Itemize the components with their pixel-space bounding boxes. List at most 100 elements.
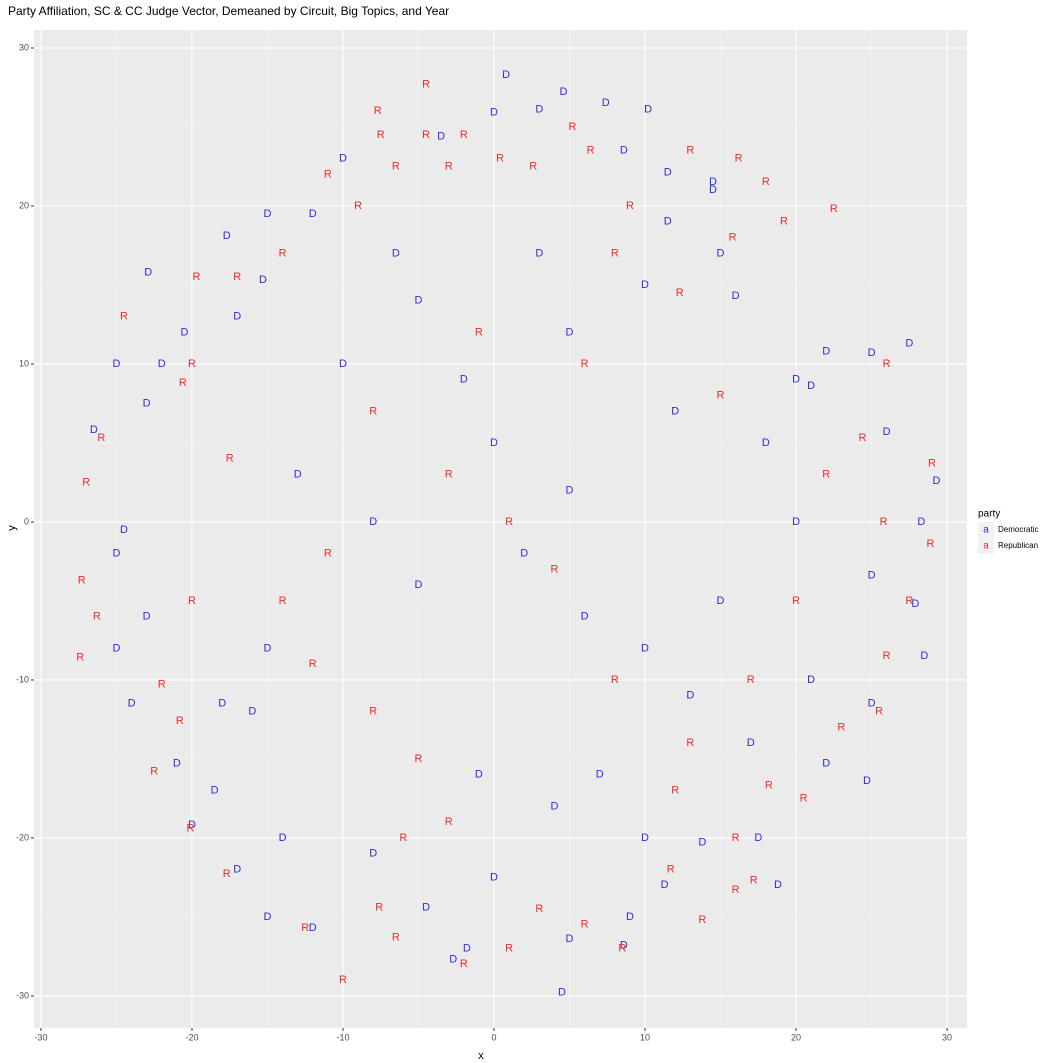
point: D bbox=[112, 642, 120, 654]
point: R bbox=[375, 901, 383, 913]
point: R bbox=[550, 563, 558, 575]
point: R bbox=[837, 721, 845, 733]
y-tick-label: -30 bbox=[16, 990, 29, 1000]
point: R bbox=[392, 931, 400, 943]
point: R bbox=[905, 595, 913, 607]
point: R bbox=[82, 476, 90, 488]
point: R bbox=[301, 922, 309, 934]
legend-key-box bbox=[978, 522, 994, 538]
point: D bbox=[263, 208, 271, 220]
point: D bbox=[120, 524, 128, 536]
point: R bbox=[618, 942, 626, 954]
point: D bbox=[822, 758, 830, 770]
point: D bbox=[415, 579, 423, 591]
point: D bbox=[762, 437, 770, 449]
point: D bbox=[709, 184, 717, 196]
point: R bbox=[475, 326, 483, 338]
point: D bbox=[709, 176, 717, 188]
point: D bbox=[664, 167, 672, 179]
point: D bbox=[369, 516, 377, 528]
point: R bbox=[792, 595, 800, 607]
point: D bbox=[671, 405, 679, 417]
y-axis-label: y bbox=[6, 525, 18, 531]
legend-key: a bbox=[983, 541, 989, 552]
point: D bbox=[248, 705, 256, 717]
point: D bbox=[520, 547, 528, 559]
point: D bbox=[566, 933, 574, 945]
point: D bbox=[686, 690, 694, 702]
point: D bbox=[732, 290, 740, 302]
point: D bbox=[259, 274, 267, 286]
point: R bbox=[460, 129, 468, 141]
point: D bbox=[263, 911, 271, 923]
point: R bbox=[880, 516, 888, 528]
point: D bbox=[626, 911, 634, 923]
point: D bbox=[112, 358, 120, 370]
x-tick-label: 10 bbox=[640, 1032, 650, 1042]
point: R bbox=[392, 160, 400, 172]
point: R bbox=[445, 468, 453, 480]
point: D bbox=[792, 516, 800, 528]
point: D bbox=[490, 871, 498, 883]
point: R bbox=[529, 160, 537, 172]
point: R bbox=[732, 832, 740, 844]
point: D bbox=[917, 516, 925, 528]
point: R bbox=[535, 903, 543, 915]
point: D bbox=[463, 942, 471, 954]
x-tick-label: -10 bbox=[336, 1032, 349, 1042]
point: R bbox=[226, 453, 234, 465]
point: D bbox=[223, 230, 231, 242]
point: D bbox=[263, 642, 271, 654]
point: D bbox=[868, 698, 876, 710]
legend-label: Democratic bbox=[998, 525, 1038, 534]
point: R bbox=[496, 153, 504, 165]
point: R bbox=[377, 129, 385, 141]
point: D bbox=[868, 570, 876, 582]
point: R bbox=[747, 674, 755, 686]
point: R bbox=[587, 145, 595, 157]
point: R bbox=[717, 389, 725, 401]
point: D bbox=[620, 145, 628, 157]
point: D bbox=[490, 437, 498, 449]
x-tick-label: 30 bbox=[942, 1032, 952, 1042]
legend-label: Republican bbox=[998, 541, 1038, 550]
point: D bbox=[717, 595, 725, 607]
point: D bbox=[294, 468, 302, 480]
point: R bbox=[188, 595, 196, 607]
point: R bbox=[686, 737, 694, 749]
point: D bbox=[392, 247, 400, 259]
point: D bbox=[339, 153, 347, 165]
point: R bbox=[505, 516, 513, 528]
point: D bbox=[644, 104, 652, 116]
x-axis-label: x bbox=[478, 1050, 484, 1062]
legend-key: a bbox=[983, 525, 989, 536]
point: R bbox=[193, 271, 201, 283]
point: R bbox=[150, 765, 158, 777]
point: D bbox=[218, 698, 226, 710]
point: D bbox=[717, 247, 725, 259]
point: D bbox=[143, 397, 151, 409]
point: D bbox=[339, 358, 347, 370]
x-tick-label: 0 bbox=[491, 1032, 496, 1042]
point: R bbox=[883, 358, 891, 370]
y-tick-label: 30 bbox=[19, 42, 29, 52]
point: R bbox=[399, 832, 407, 844]
point: R bbox=[309, 658, 317, 670]
point: R bbox=[611, 247, 619, 259]
y-tick-label: -10 bbox=[16, 674, 29, 684]
point: D bbox=[920, 650, 928, 662]
point: D bbox=[664, 216, 672, 228]
point: R bbox=[176, 715, 184, 727]
point: D bbox=[620, 939, 628, 951]
point: D bbox=[437, 130, 445, 142]
point: R bbox=[765, 780, 773, 792]
point: R bbox=[422, 78, 430, 90]
point: R bbox=[76, 652, 84, 664]
point: R bbox=[445, 816, 453, 828]
point: R bbox=[422, 129, 430, 141]
y-tick-label: -20 bbox=[16, 832, 29, 842]
point: R bbox=[279, 247, 287, 259]
point: D bbox=[422, 901, 430, 913]
